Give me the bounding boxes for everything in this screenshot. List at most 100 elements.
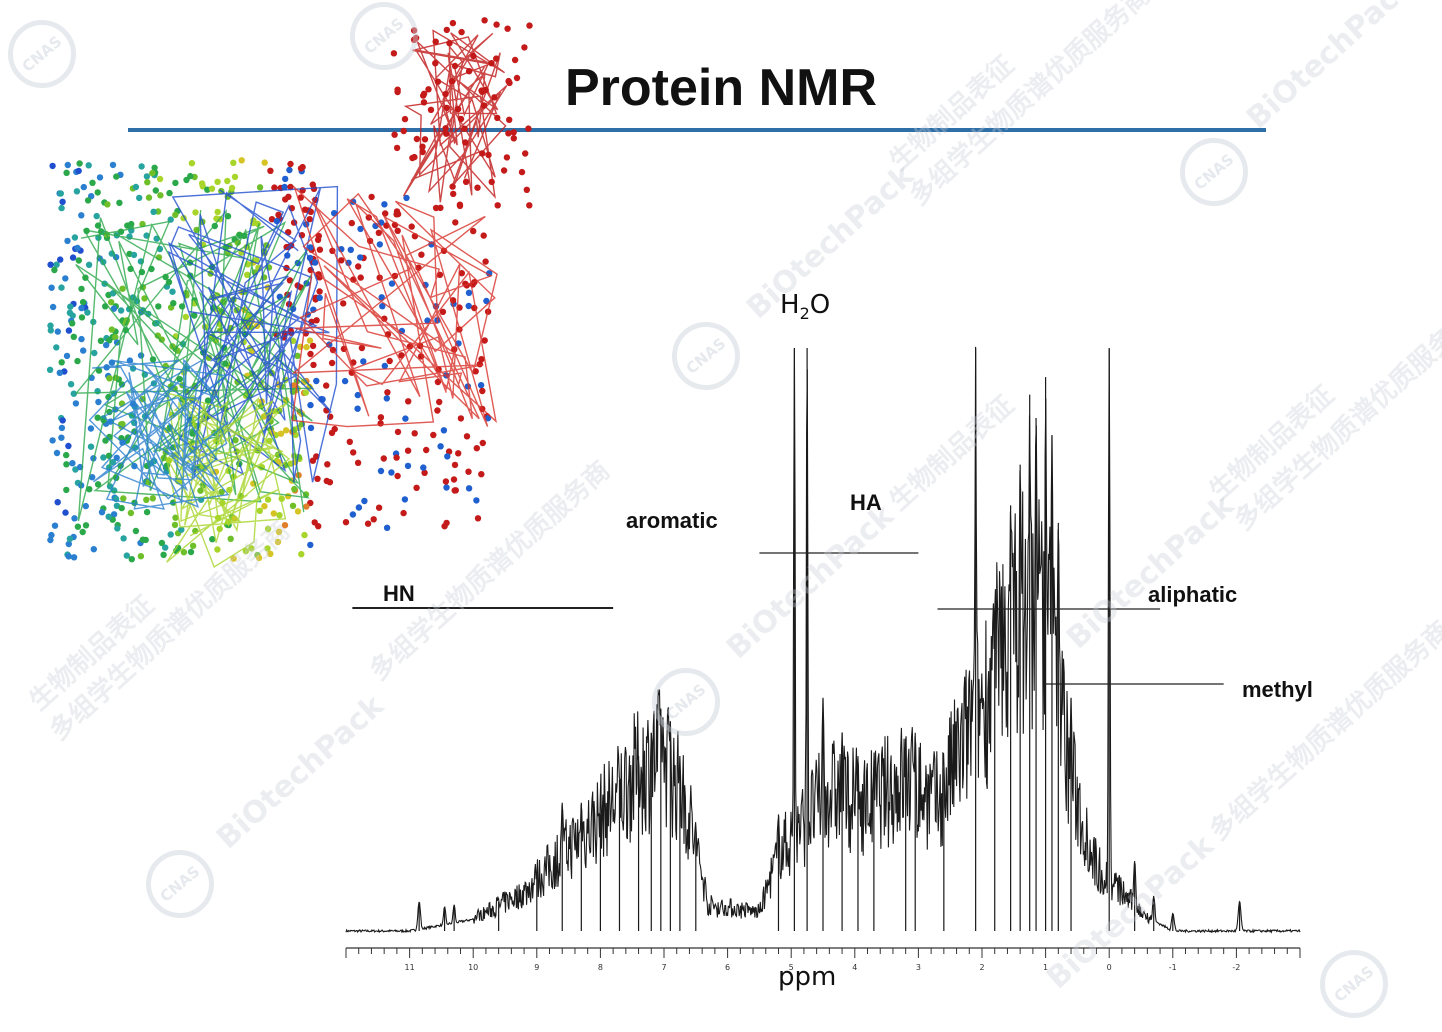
atom-sphere — [66, 309, 74, 316]
atom-sphere — [282, 175, 289, 183]
atom-sphere — [70, 390, 77, 397]
atom-sphere — [307, 541, 314, 549]
atom-sphere — [289, 502, 297, 509]
atom-sphere — [418, 251, 425, 258]
atom-sphere — [449, 19, 457, 27]
x-tick-label: 9 — [534, 963, 539, 972]
atom-sphere — [401, 115, 409, 123]
atom-sphere — [526, 22, 533, 29]
atom-sphere — [443, 484, 450, 491]
atom-sphere — [297, 165, 305, 172]
backbone-trace — [167, 185, 339, 483]
atom-sphere — [143, 173, 151, 180]
atom-sphere — [379, 303, 386, 310]
atom-sphere — [380, 455, 387, 462]
atom-sphere — [84, 197, 92, 204]
atom-sphere — [465, 302, 472, 310]
atom-sphere — [504, 25, 511, 32]
region-label-methyl: methyl — [1242, 677, 1313, 702]
atom-sphere — [264, 496, 272, 503]
atom-sphere — [112, 333, 119, 341]
atom-sphere — [53, 449, 61, 457]
atom-sphere — [394, 227, 401, 234]
atom-sphere — [113, 454, 120, 461]
atom-sphere — [136, 194, 143, 202]
atom-sphere — [452, 219, 459, 226]
atom-sphere — [169, 288, 176, 295]
atom-sphere — [64, 237, 71, 245]
atom-sphere — [66, 535, 74, 542]
atom-sphere — [143, 508, 151, 516]
atom-sphere — [104, 201, 111, 208]
atom-sphere — [405, 398, 412, 405]
atom-sphere — [191, 312, 198, 319]
atom-sphere — [470, 227, 477, 235]
atom-sphere — [301, 206, 309, 213]
atom-sphere — [474, 515, 482, 522]
atom-sphere — [72, 400, 80, 407]
atom-sphere — [328, 429, 336, 437]
atom-sphere — [291, 485, 298, 493]
atom-sphere — [493, 21, 500, 28]
atom-sphere — [290, 382, 297, 389]
atom-sphere — [132, 527, 140, 535]
atom-sphere — [383, 395, 390, 402]
atom-sphere — [49, 303, 57, 311]
atom-sphere — [326, 479, 334, 486]
atom-sphere — [69, 460, 76, 467]
atom-sphere — [434, 407, 441, 414]
atom-sphere — [283, 243, 290, 251]
atom-sphere — [167, 531, 174, 538]
region-label-hn: HN — [383, 581, 415, 606]
atom-sphere — [400, 509, 407, 517]
atom-sphere — [62, 509, 69, 516]
atom-sphere — [354, 391, 361, 399]
atom-sphere — [172, 211, 179, 219]
atom-sphere — [151, 164, 158, 171]
atom-sphere — [108, 326, 116, 333]
atom-sphere — [131, 462, 138, 470]
atom-sphere — [423, 446, 430, 454]
atom-sphere — [224, 177, 231, 185]
atom-sphere — [158, 336, 165, 343]
x-tick-label: -2 — [1232, 963, 1240, 972]
atom-sphere — [63, 169, 70, 176]
atom-sphere — [54, 499, 61, 506]
atom-sphere — [309, 181, 316, 188]
atom-sphere — [90, 546, 97, 553]
region-markers — [352, 552, 1224, 685]
atom-sphere — [345, 259, 352, 266]
atom-sphere — [479, 387, 486, 395]
atom-sphere — [338, 257, 345, 264]
atom-sphere — [444, 453, 451, 460]
atom-sphere — [95, 367, 103, 374]
atom-sphere — [275, 528, 283, 535]
atom-sphere — [264, 525, 272, 533]
atom-sphere — [480, 232, 487, 239]
atom-sphere — [72, 466, 79, 473]
atom-sphere — [152, 187, 159, 194]
atom-sphere — [56, 369, 63, 376]
atom-sphere — [450, 190, 457, 198]
atom-sphere — [47, 322, 54, 329]
atom-sphere — [75, 257, 82, 264]
atom-sphere — [58, 424, 66, 432]
atom-sphere — [67, 303, 74, 310]
atom-sphere — [187, 172, 194, 180]
atom-sphere — [357, 254, 364, 261]
atom-sphere — [149, 169, 156, 177]
region-label-ha: HA — [850, 490, 882, 515]
atom-sphere — [427, 106, 435, 114]
atom-sphere — [479, 439, 486, 447]
atom-sphere — [294, 508, 302, 515]
atom-sphere — [100, 454, 107, 461]
atom-sphere — [313, 377, 320, 385]
atom-sphere — [357, 274, 364, 281]
atom-sphere — [420, 464, 427, 471]
atom-sphere — [314, 475, 321, 482]
atom-sphere — [149, 495, 156, 502]
atom-sphere — [158, 539, 166, 547]
atom-sphere — [384, 389, 391, 396]
atom-sphere — [443, 519, 450, 527]
atom-sphere — [47, 536, 54, 544]
